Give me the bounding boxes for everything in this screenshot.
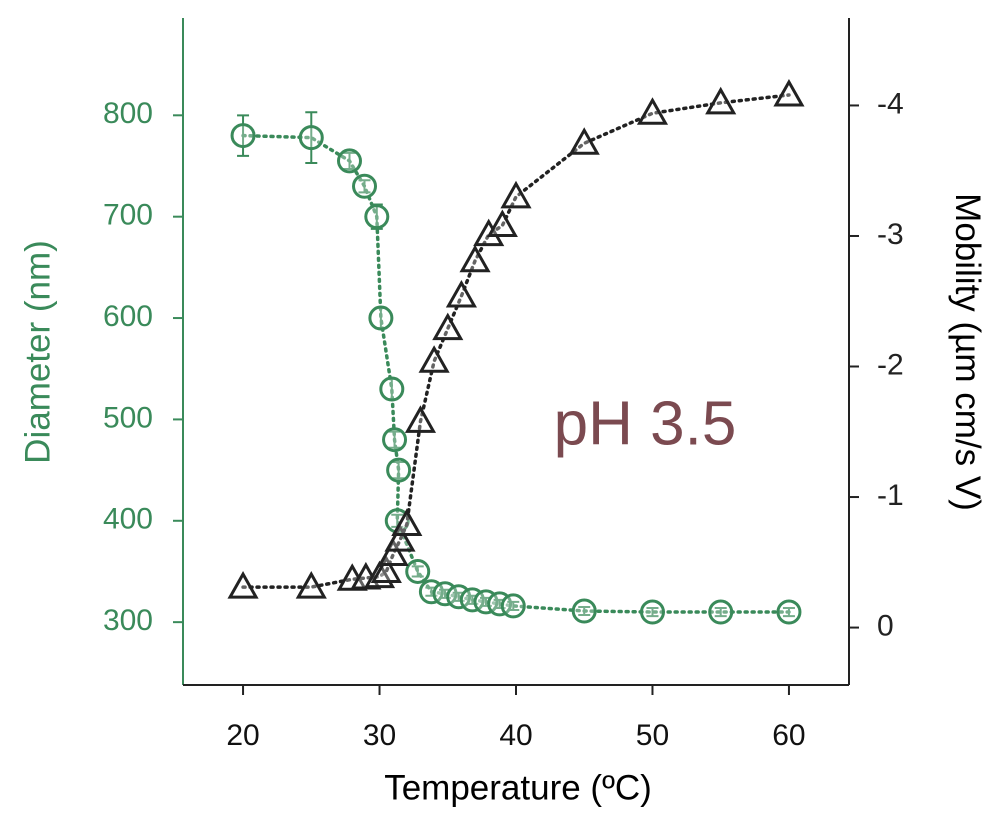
data-point: [379, 376, 405, 402]
data-point: [298, 125, 324, 151]
y-tick-label: 700: [103, 199, 153, 232]
data-point: [639, 599, 665, 625]
y-tick-label: 400: [103, 503, 153, 536]
error-bar: [343, 151, 356, 171]
data-point: [370, 555, 402, 583]
data-point: [386, 457, 412, 483]
error-bar: [358, 179, 371, 194]
data-point: [364, 204, 390, 230]
data-point: [230, 123, 256, 149]
y-axis-title: Diameter (nm): [18, 240, 57, 464]
error-bar: [411, 565, 424, 578]
data-point: [705, 86, 737, 115]
data-point: [337, 148, 362, 174]
error-bar: [392, 460, 405, 480]
error-bar: [578, 605, 591, 617]
error-bar: [388, 430, 401, 449]
x-tick-label: 60: [772, 719, 805, 752]
data-point: [571, 598, 597, 624]
x-axis-title: Temperature (ºC): [384, 768, 652, 807]
data-point: [391, 508, 423, 536]
data-point: [432, 312, 464, 341]
data-point: [295, 571, 327, 599]
y2-tick-label: -1: [877, 479, 904, 512]
y-tick-label: 500: [103, 401, 153, 434]
annotation: pH 3.5: [554, 389, 737, 458]
data-point: [405, 558, 431, 584]
data-point: [486, 209, 518, 238]
y2-tick-label: 0: [877, 609, 894, 642]
data-point: [384, 524, 416, 552]
x-tick-label: 30: [363, 719, 396, 752]
data-point: [418, 345, 450, 373]
data-point: [636, 97, 669, 125]
error-bar: [237, 114, 250, 157]
data-point: [459, 244, 491, 273]
error-bar: [646, 606, 659, 618]
data-point: [568, 127, 600, 155]
y2-tick-label: -3: [877, 218, 904, 251]
y2-tick-label: -2: [877, 348, 904, 381]
data-point: [382, 427, 408, 453]
series-line: [241, 93, 791, 589]
data-point: [500, 593, 526, 619]
y2-tick-label: -4: [877, 87, 904, 120]
y-tick-label: 600: [103, 300, 153, 333]
error-bar: [507, 600, 520, 611]
data-point: [404, 405, 437, 433]
data-point: [368, 305, 394, 331]
data-point: [445, 279, 477, 308]
error-bar: [305, 111, 318, 164]
data-point: [473, 218, 505, 247]
error-bar: [782, 606, 795, 618]
y-tick-label: 800: [103, 97, 153, 130]
data-point: [708, 599, 734, 625]
data-point: [352, 173, 378, 199]
data-point: [776, 599, 802, 625]
x-tick-label: 20: [226, 719, 259, 752]
error-bar: [714, 606, 727, 618]
x-tick-label: 40: [499, 719, 532, 752]
y2-axis-title: Mobility (µm cm/s V): [948, 193, 987, 511]
data-point: [773, 78, 805, 107]
data-point: [500, 180, 532, 209]
data-point: [227, 571, 259, 599]
data-point: [377, 538, 409, 566]
x-tick-label: 50: [636, 719, 669, 752]
y-tick-label: 300: [103, 604, 153, 637]
